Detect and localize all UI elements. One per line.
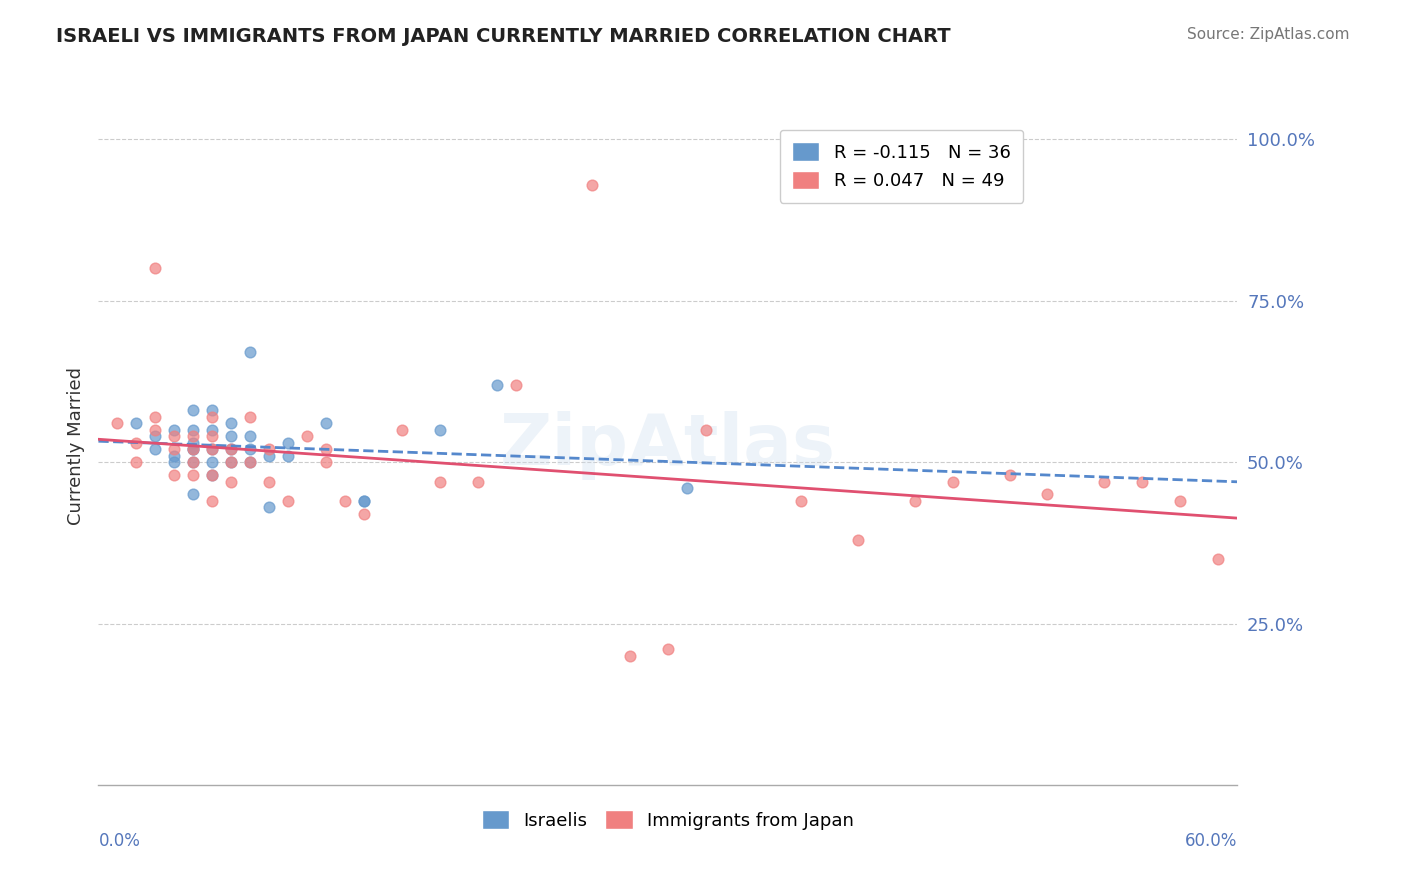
Text: ISRAELI VS IMMIGRANTS FROM JAPAN CURRENTLY MARRIED CORRELATION CHART: ISRAELI VS IMMIGRANTS FROM JAPAN CURRENT… — [56, 27, 950, 45]
Point — [335, 494, 357, 508]
Point — [239, 455, 262, 469]
Point — [183, 487, 205, 501]
Text: ZipAtlas: ZipAtlas — [501, 411, 835, 481]
Point — [505, 377, 527, 392]
Point — [277, 449, 299, 463]
Point — [942, 475, 965, 489]
Point — [353, 507, 375, 521]
Point — [145, 261, 167, 276]
Point — [201, 455, 224, 469]
Point — [239, 455, 262, 469]
Point — [221, 429, 243, 443]
Point — [259, 442, 281, 457]
Point — [201, 409, 224, 424]
Point — [183, 403, 205, 417]
Point — [183, 442, 205, 457]
Point — [429, 475, 451, 489]
Text: Source: ZipAtlas.com: Source: ZipAtlas.com — [1187, 27, 1350, 42]
Point — [221, 455, 243, 469]
Legend: Israelis, Immigrants from Japan: Israelis, Immigrants from Japan — [475, 803, 860, 837]
Point — [201, 429, 224, 443]
Point — [353, 494, 375, 508]
Point — [429, 423, 451, 437]
Point — [145, 442, 167, 457]
Point — [353, 494, 375, 508]
Point — [904, 494, 927, 508]
Point — [657, 642, 679, 657]
Point — [391, 423, 413, 437]
Point — [183, 442, 205, 457]
Point — [163, 455, 186, 469]
Point — [581, 178, 603, 192]
Point — [1132, 475, 1154, 489]
Point — [239, 409, 262, 424]
Point — [467, 475, 489, 489]
Point — [695, 423, 717, 437]
Point — [1094, 475, 1116, 489]
Point — [1208, 552, 1230, 566]
Point — [145, 423, 167, 437]
Point — [107, 417, 129, 431]
Point — [315, 455, 337, 469]
Text: 60.0%: 60.0% — [1185, 832, 1237, 850]
Point — [846, 533, 869, 547]
Point — [183, 442, 205, 457]
Point — [125, 417, 148, 431]
Point — [486, 377, 509, 392]
Point — [183, 429, 205, 443]
Point — [163, 442, 186, 457]
Point — [676, 481, 699, 495]
Point — [998, 468, 1021, 483]
Point — [221, 475, 243, 489]
Point — [183, 455, 205, 469]
Point — [125, 455, 148, 469]
Point — [259, 500, 281, 515]
Point — [277, 435, 299, 450]
Point — [239, 442, 262, 457]
Point — [201, 468, 224, 483]
Point — [163, 468, 186, 483]
Point — [201, 442, 224, 457]
Point — [790, 494, 813, 508]
Point — [221, 442, 243, 457]
Text: 0.0%: 0.0% — [98, 832, 141, 850]
Point — [183, 455, 205, 469]
Point — [183, 423, 205, 437]
Point — [163, 449, 186, 463]
Point — [259, 475, 281, 489]
Point — [145, 429, 167, 443]
Point — [201, 442, 224, 457]
Point — [239, 429, 262, 443]
Point — [183, 435, 205, 450]
Point — [297, 429, 319, 443]
Point — [221, 442, 243, 457]
Point — [183, 468, 205, 483]
Point — [125, 435, 148, 450]
Point — [277, 494, 299, 508]
Point — [221, 455, 243, 469]
Point — [315, 442, 337, 457]
Point — [221, 417, 243, 431]
Y-axis label: Currently Married: Currently Married — [66, 367, 84, 525]
Point — [145, 409, 167, 424]
Point — [239, 345, 262, 359]
Point — [163, 423, 186, 437]
Point — [201, 423, 224, 437]
Point — [201, 403, 224, 417]
Point — [201, 468, 224, 483]
Point — [1036, 487, 1059, 501]
Point — [1170, 494, 1192, 508]
Point — [163, 429, 186, 443]
Point — [619, 648, 641, 663]
Point — [201, 494, 224, 508]
Point — [259, 449, 281, 463]
Point — [315, 417, 337, 431]
